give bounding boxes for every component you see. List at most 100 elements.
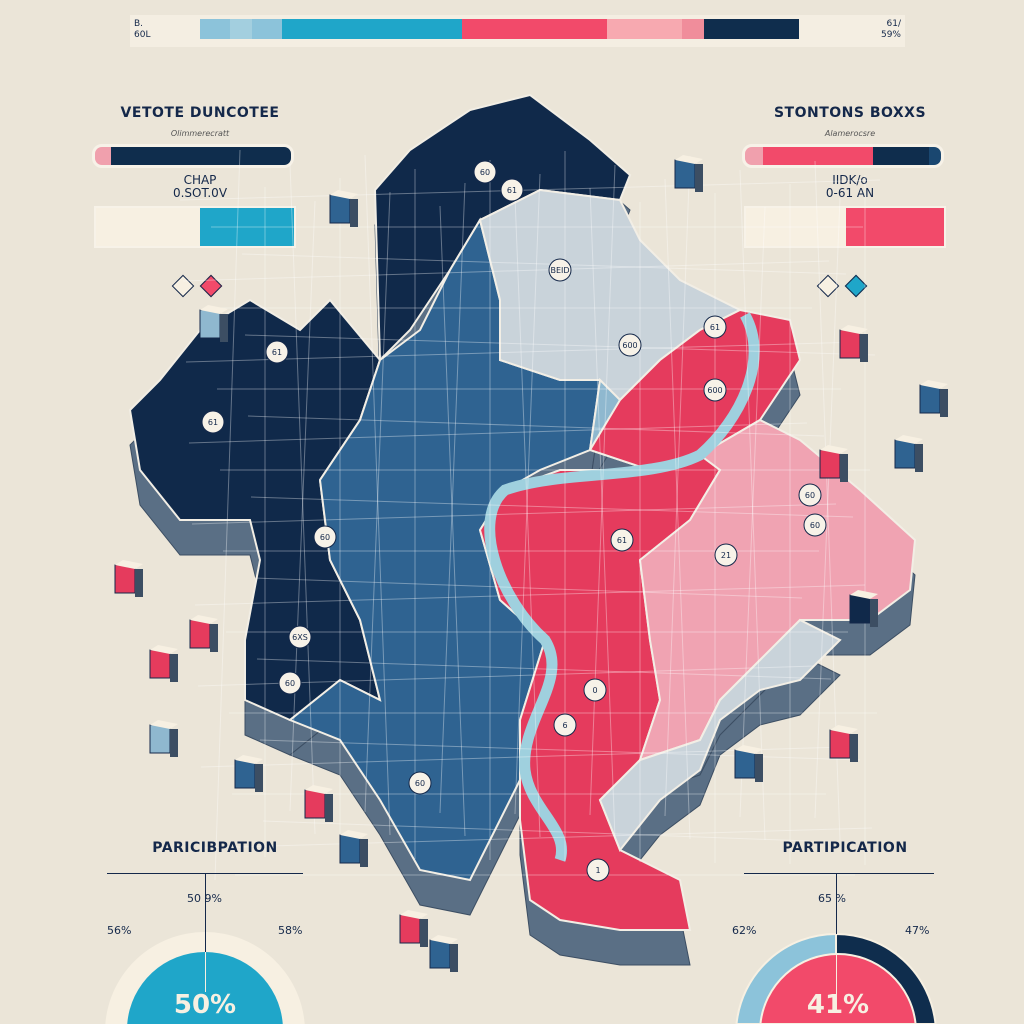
- right-panel-subtitle: Alamerocsre: [824, 129, 876, 138]
- color-scale-bar: B. 60L 61/59%: [130, 15, 905, 47]
- ballot-box-icon: [399, 910, 428, 947]
- marker-label: 60: [810, 521, 820, 530]
- marker-label: 60: [415, 779, 425, 788]
- map-marker[interactable]: 61: [610, 528, 634, 552]
- left-pill-bar: [92, 144, 294, 168]
- map-marker[interactable]: 6: [553, 713, 577, 737]
- street-line: [289, 163, 316, 835]
- map-marker[interactable]: 60: [473, 160, 497, 184]
- scale-right-label: 61/59%: [880, 19, 901, 40]
- street-line: [262, 820, 810, 842]
- ballot-box-icon: [114, 560, 143, 597]
- street-line: [203, 827, 873, 849]
- left-ratio-box: [94, 206, 296, 248]
- marker-label: 60: [480, 168, 490, 177]
- street-line: [814, 197, 841, 819]
- street-line: [289, 200, 316, 812]
- map-marker[interactable]: 600: [618, 333, 642, 357]
- street-line: [589, 164, 616, 816]
- right-panel-label: IIDK/o 0-61 AN: [825, 173, 875, 200]
- participation-inner-disc: [759, 952, 917, 1024]
- map-marker[interactable]: 60: [278, 671, 302, 695]
- map-marker[interactable]: 61: [703, 315, 727, 339]
- map-regions: [128, 93, 917, 931]
- street-line: [589, 187, 616, 839]
- ballot-box-icon: [919, 380, 948, 417]
- scale-segment: [682, 19, 704, 39]
- ballot-box-icon: [234, 755, 263, 792]
- marker-label: 21: [721, 551, 731, 560]
- top-percentage: 65 %: [818, 892, 846, 905]
- marker-label: 600: [622, 341, 637, 350]
- street-line: [185, 341, 859, 363]
- map-marker[interactable]: 6XS: [288, 625, 312, 649]
- ballot-box-icon: [329, 190, 358, 227]
- marker-label: 61: [208, 418, 218, 427]
- street-line: [182, 260, 830, 282]
- right-panel-title: STONTONS BOXXS: [773, 105, 927, 121]
- marker-label: 61: [507, 186, 517, 195]
- ballot-box-icon: [429, 935, 458, 972]
- street-line: [439, 182, 466, 814]
- right-legend-panel: STONTONS BOXXS Alamerocsre IIDK/o 0-61 AN: [730, 105, 970, 298]
- map-marker[interactable]: 60: [313, 525, 337, 549]
- map-marker[interactable]: 0: [583, 678, 607, 702]
- left-panel-label: CHAP 0.SOT.0V: [172, 173, 228, 200]
- ballot-box-icon: [339, 830, 368, 867]
- ballot-box-icon: [674, 155, 703, 192]
- left-participation-gauge: [105, 873, 305, 1024]
- scale-segment: [200, 19, 230, 39]
- map-marker[interactable]: BEID: [548, 258, 572, 282]
- ballot-box-icon: [839, 325, 868, 362]
- street-line: [664, 178, 691, 840]
- scale-segment: [252, 19, 282, 39]
- map-marker[interactable]: 600: [703, 378, 727, 402]
- ballot-box-icon: [149, 645, 178, 682]
- river: [484, 312, 760, 862]
- marker-label: 61: [617, 536, 627, 545]
- street-line: [214, 149, 241, 881]
- scale-segment: [704, 19, 799, 39]
- right-pill-bar: [742, 144, 944, 168]
- map-marker[interactable]: 60: [803, 513, 827, 537]
- ballot-box-icons: [114, 155, 948, 972]
- marker-label: 60: [805, 491, 815, 500]
- street-line: [739, 169, 766, 841]
- street-line: [191, 503, 837, 525]
- street-line: [514, 196, 541, 838]
- left-participation-title: PARICIBPATION: [152, 840, 278, 856]
- marker-label: 1: [595, 866, 600, 875]
- marker-label: 61: [710, 323, 720, 332]
- scale-segment: [230, 19, 252, 39]
- map-marker[interactable]: 61: [500, 178, 524, 202]
- right-percentage: 58%: [278, 924, 303, 937]
- right-percentage: 47%: [905, 924, 930, 937]
- map-marker[interactable]: 60: [408, 771, 432, 795]
- left-percentage: 56%: [107, 924, 132, 937]
- ballot-box-icon: [829, 725, 858, 762]
- ballot-box-icon: [189, 615, 218, 652]
- left-legend-panel: VETOTE DUNCOTEE Olimmerecratt CHAP 0.SOT.…: [80, 105, 320, 298]
- street-line: [247, 415, 825, 437]
- street-line: [664, 155, 691, 817]
- ballot-box-icon: [199, 305, 228, 342]
- street-line: [244, 334, 876, 356]
- ballot-box-icon: [734, 745, 763, 782]
- map-marker[interactable]: 60: [798, 483, 822, 507]
- ballot-box-icon: [819, 445, 848, 482]
- map-marker[interactable]: 1: [586, 858, 610, 882]
- district-grey[interactable]: [598, 618, 842, 852]
- street-line: [194, 584, 866, 606]
- street-line: [241, 253, 847, 275]
- right-participation-gauge: [735, 873, 937, 1024]
- street-line: [364, 191, 391, 813]
- marker-label: 600: [707, 386, 722, 395]
- right-participation: PARTIPICATION 65 % 62% 47% 41%: [730, 840, 970, 1024]
- street-line: [250, 496, 854, 518]
- map-marker[interactable]: 21: [714, 543, 738, 567]
- map-marker[interactable]: 61: [265, 340, 289, 364]
- marker-label: 60: [285, 679, 295, 688]
- map-marker[interactable]: 61: [201, 410, 225, 434]
- street-line: [179, 179, 881, 201]
